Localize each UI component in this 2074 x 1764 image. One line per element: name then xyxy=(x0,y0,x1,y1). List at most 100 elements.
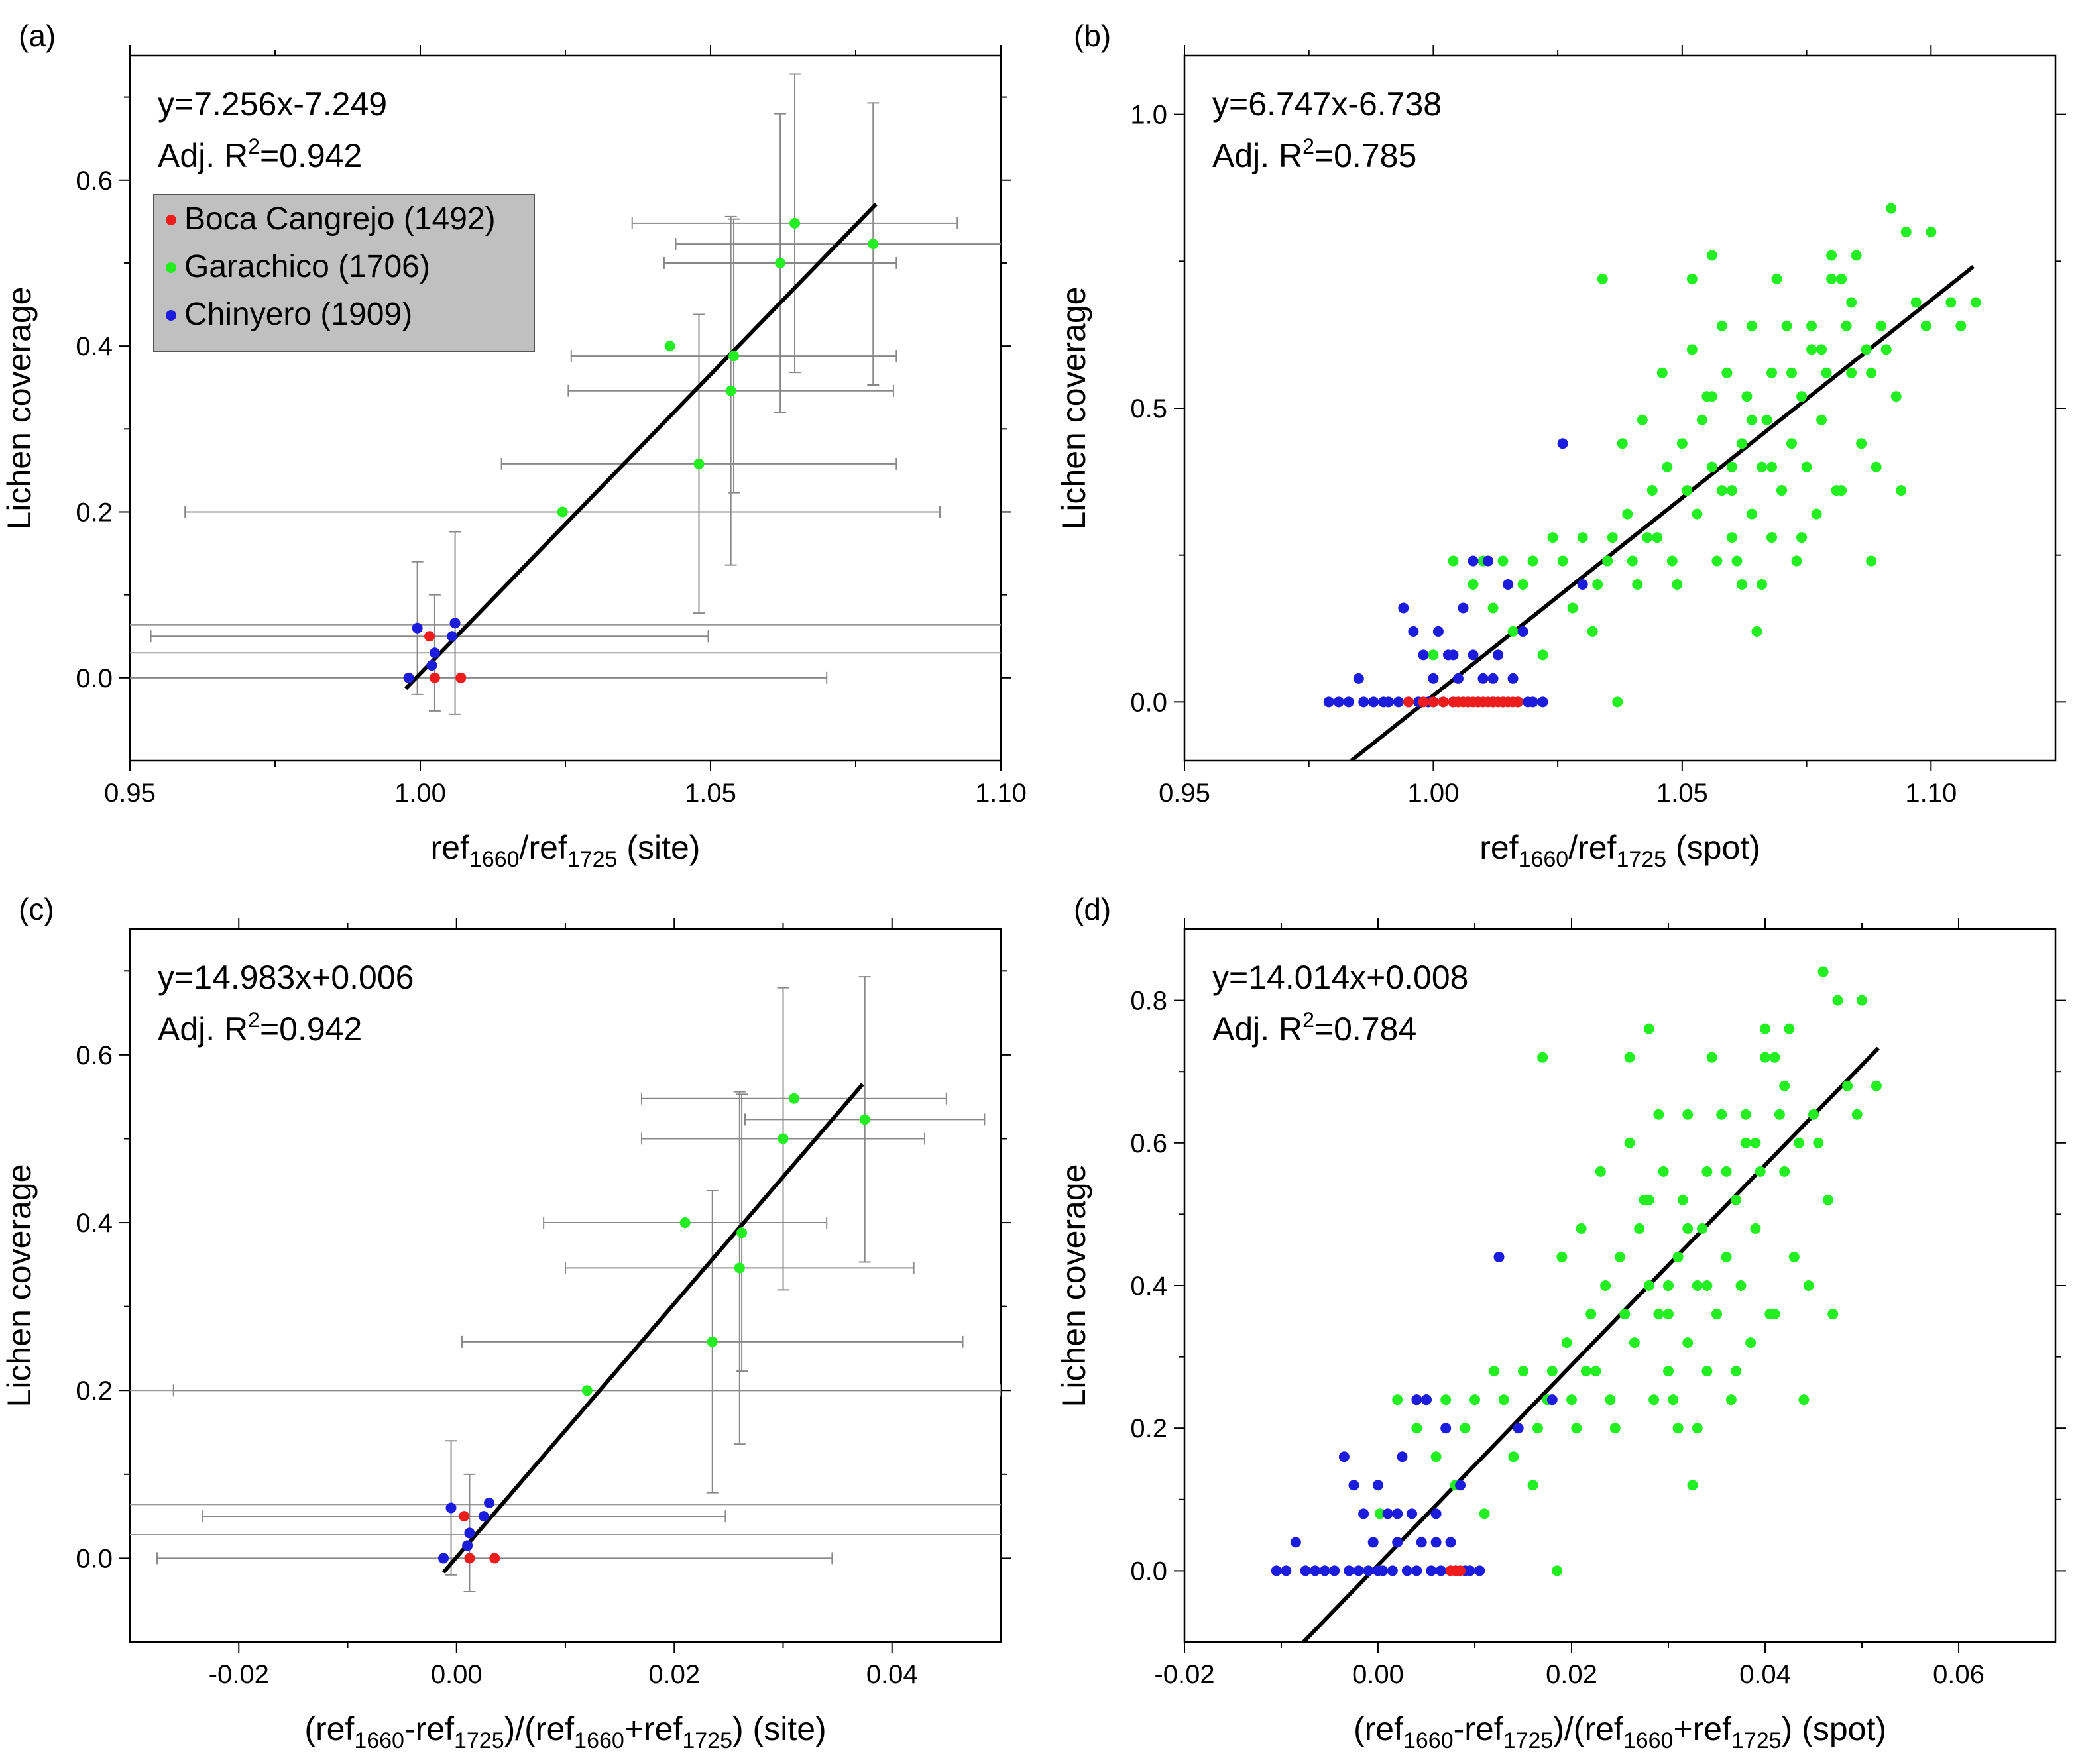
data-point xyxy=(1821,367,1832,378)
data-point xyxy=(1612,696,1623,708)
data-point xyxy=(1527,696,1538,708)
data-point xyxy=(1745,1337,1757,1349)
y-tick-label: 0.4 xyxy=(76,332,113,361)
data-point xyxy=(1716,485,1727,496)
data-point xyxy=(1880,344,1892,355)
data-point xyxy=(1646,485,1658,496)
data-point xyxy=(1634,1223,1645,1234)
data-point xyxy=(1653,1309,1664,1320)
data-point xyxy=(1760,1052,1770,1063)
y-tick-label: 0.5 xyxy=(1130,394,1167,423)
x-axis-title-subscript: 1660 xyxy=(469,847,520,872)
fit-r2-value: =0.784 xyxy=(1314,1011,1416,1048)
y-tick-label: 0.2 xyxy=(76,1376,113,1406)
data-point xyxy=(1706,461,1717,472)
data-point xyxy=(1796,532,1808,543)
y-tick-label: 0.6 xyxy=(76,166,113,195)
data-point xyxy=(1746,320,1757,331)
plot-area xyxy=(1323,203,1981,761)
data-point xyxy=(1358,696,1369,708)
fit-r2-superscript: 2 xyxy=(248,1008,260,1032)
x-tick-label: 1.00 xyxy=(394,779,446,808)
data-point xyxy=(1890,391,1902,402)
data-point xyxy=(1527,1480,1538,1491)
data-point xyxy=(1428,696,1439,708)
data-point xyxy=(1886,203,1897,214)
data-point xyxy=(1624,1052,1635,1063)
fit-line xyxy=(404,202,878,690)
data-point xyxy=(1348,1480,1359,1491)
fit-r2-value: =0.785 xyxy=(1314,137,1416,174)
data-point xyxy=(1489,1366,1500,1377)
data-point xyxy=(1556,1251,1568,1262)
fit-r2: Adj. R2=0.784 xyxy=(1212,1008,1416,1048)
x-axis-title-part: ) (spot) xyxy=(1782,1710,1886,1747)
data-point xyxy=(464,1527,475,1539)
data-point xyxy=(1600,1280,1611,1291)
data-point xyxy=(1784,1023,1795,1034)
data-point xyxy=(1452,673,1464,684)
data-point xyxy=(1397,1451,1408,1462)
data-point xyxy=(664,341,675,352)
data-point xyxy=(1428,649,1439,661)
data-point xyxy=(1726,532,1737,543)
data-point xyxy=(1725,1394,1737,1406)
y-tick-label: 0.0 xyxy=(76,664,113,693)
data-point xyxy=(1771,273,1782,284)
chart-panel-2: (c) -0.02 0.00 0.02 0.04 0.0 0.2 0.4 0.6 Lichen c… xyxy=(1,892,1011,1753)
data-point xyxy=(1672,579,1683,590)
data-point xyxy=(1629,1337,1640,1349)
x-axis-title: ref1660​/ref1725​ (spot) xyxy=(1479,829,1760,872)
data-point xyxy=(1697,1223,1708,1234)
panel-label: (b) xyxy=(1074,19,1111,53)
x-axis-title-part: /ref xyxy=(1568,829,1616,866)
data-point xyxy=(679,1217,691,1229)
data-point xyxy=(1788,1251,1800,1262)
data-point xyxy=(1632,579,1643,590)
data-point xyxy=(1557,438,1568,449)
data-point xyxy=(1368,696,1379,708)
x-axis-title-part: )/(ref xyxy=(1553,1710,1623,1747)
data-point xyxy=(1955,320,1967,331)
x-axis-title-part: )/(ref xyxy=(504,1710,575,1747)
plot-area xyxy=(130,73,1001,715)
data-point xyxy=(1552,1565,1563,1576)
data-point xyxy=(1652,532,1663,543)
data-point xyxy=(1392,1394,1403,1406)
data-point xyxy=(1474,1565,1485,1576)
data-point xyxy=(1546,1394,1558,1406)
data-point xyxy=(1774,1109,1785,1120)
data-point xyxy=(1310,1565,1321,1576)
data-point xyxy=(1619,1309,1631,1320)
x-tick-label: 1.00 xyxy=(1407,779,1459,808)
data-point xyxy=(1663,1280,1674,1291)
x-tick-label: -0.02 xyxy=(209,1660,269,1689)
data-point xyxy=(1832,995,1843,1006)
data-point xyxy=(459,1511,470,1522)
data-point xyxy=(1786,367,1798,378)
data-point xyxy=(1547,532,1558,543)
data-point xyxy=(1392,1537,1403,1548)
panel-label: (d) xyxy=(1074,892,1111,926)
data-point xyxy=(1418,649,1429,661)
x-tick-label: 0.00 xyxy=(1352,1660,1404,1689)
data-point xyxy=(1760,1023,1770,1034)
data-point xyxy=(1537,696,1548,708)
data-point xyxy=(1682,485,1693,496)
data-point xyxy=(1687,1480,1698,1491)
x-tick-label: 1.10 xyxy=(975,779,1027,808)
legend-marker xyxy=(166,262,176,273)
data-point xyxy=(1851,250,1862,261)
x-tick-label: 0.00 xyxy=(431,1660,483,1689)
data-point xyxy=(1682,1223,1694,1234)
data-point xyxy=(1643,1194,1654,1205)
data-point xyxy=(1430,1537,1442,1548)
data-point xyxy=(1338,1451,1350,1462)
data-point xyxy=(1418,696,1429,708)
plot-area xyxy=(1271,966,1882,1642)
fit-r2-superscript: 2 xyxy=(1302,135,1314,158)
data-point xyxy=(1721,1166,1732,1177)
data-point xyxy=(1517,579,1528,590)
data-point xyxy=(1846,297,1857,308)
